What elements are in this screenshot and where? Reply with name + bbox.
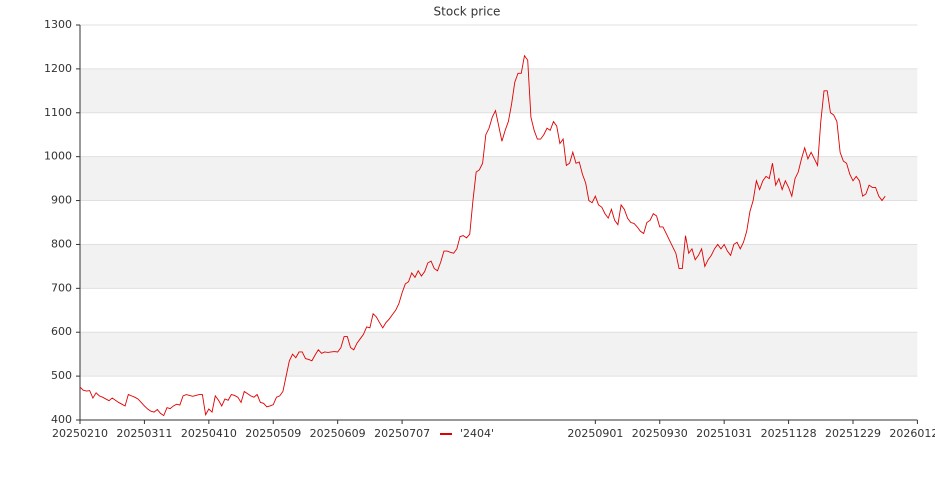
grid-band: [80, 332, 918, 377]
y-tick-label: 800: [51, 237, 72, 250]
y-tick-label: 1200: [44, 62, 72, 75]
y-tick-label: 700: [51, 281, 72, 294]
x-tick-label: 20250509: [245, 427, 301, 440]
grid-band: [80, 244, 918, 289]
y-tick-label: 600: [51, 325, 72, 338]
x-tick-label: 20251128: [761, 427, 817, 440]
x-tick-label: 20250901: [567, 427, 623, 440]
x-tick-label: 20260127: [889, 427, 935, 440]
x-tick-label: 20251031: [696, 427, 752, 440]
x-tick-label: 20250410: [181, 427, 237, 440]
x-tick-label: 20250930: [632, 427, 688, 440]
chart-title: Stock price: [434, 5, 501, 19]
y-tick-label: 1300: [44, 18, 72, 31]
x-tick-label: 20250707: [374, 427, 430, 440]
y-tick-label: 900: [51, 194, 72, 207]
y-tick-label: 1100: [44, 106, 72, 119]
price-line: [79, 54, 886, 417]
y-tick-label: 500: [51, 369, 72, 382]
grid-band: [80, 68, 918, 113]
y-tick-label: 400: [51, 413, 72, 426]
x-tick-label: 20251229: [825, 427, 881, 440]
y-tick-label: 1000: [44, 150, 72, 163]
x-tick-label: 20250609: [310, 427, 366, 440]
legend-label: '2404': [460, 427, 494, 440]
x-tick-label: 20250311: [116, 427, 172, 440]
grid-band: [80, 156, 918, 201]
x-tick-label: 20250210: [52, 427, 108, 440]
